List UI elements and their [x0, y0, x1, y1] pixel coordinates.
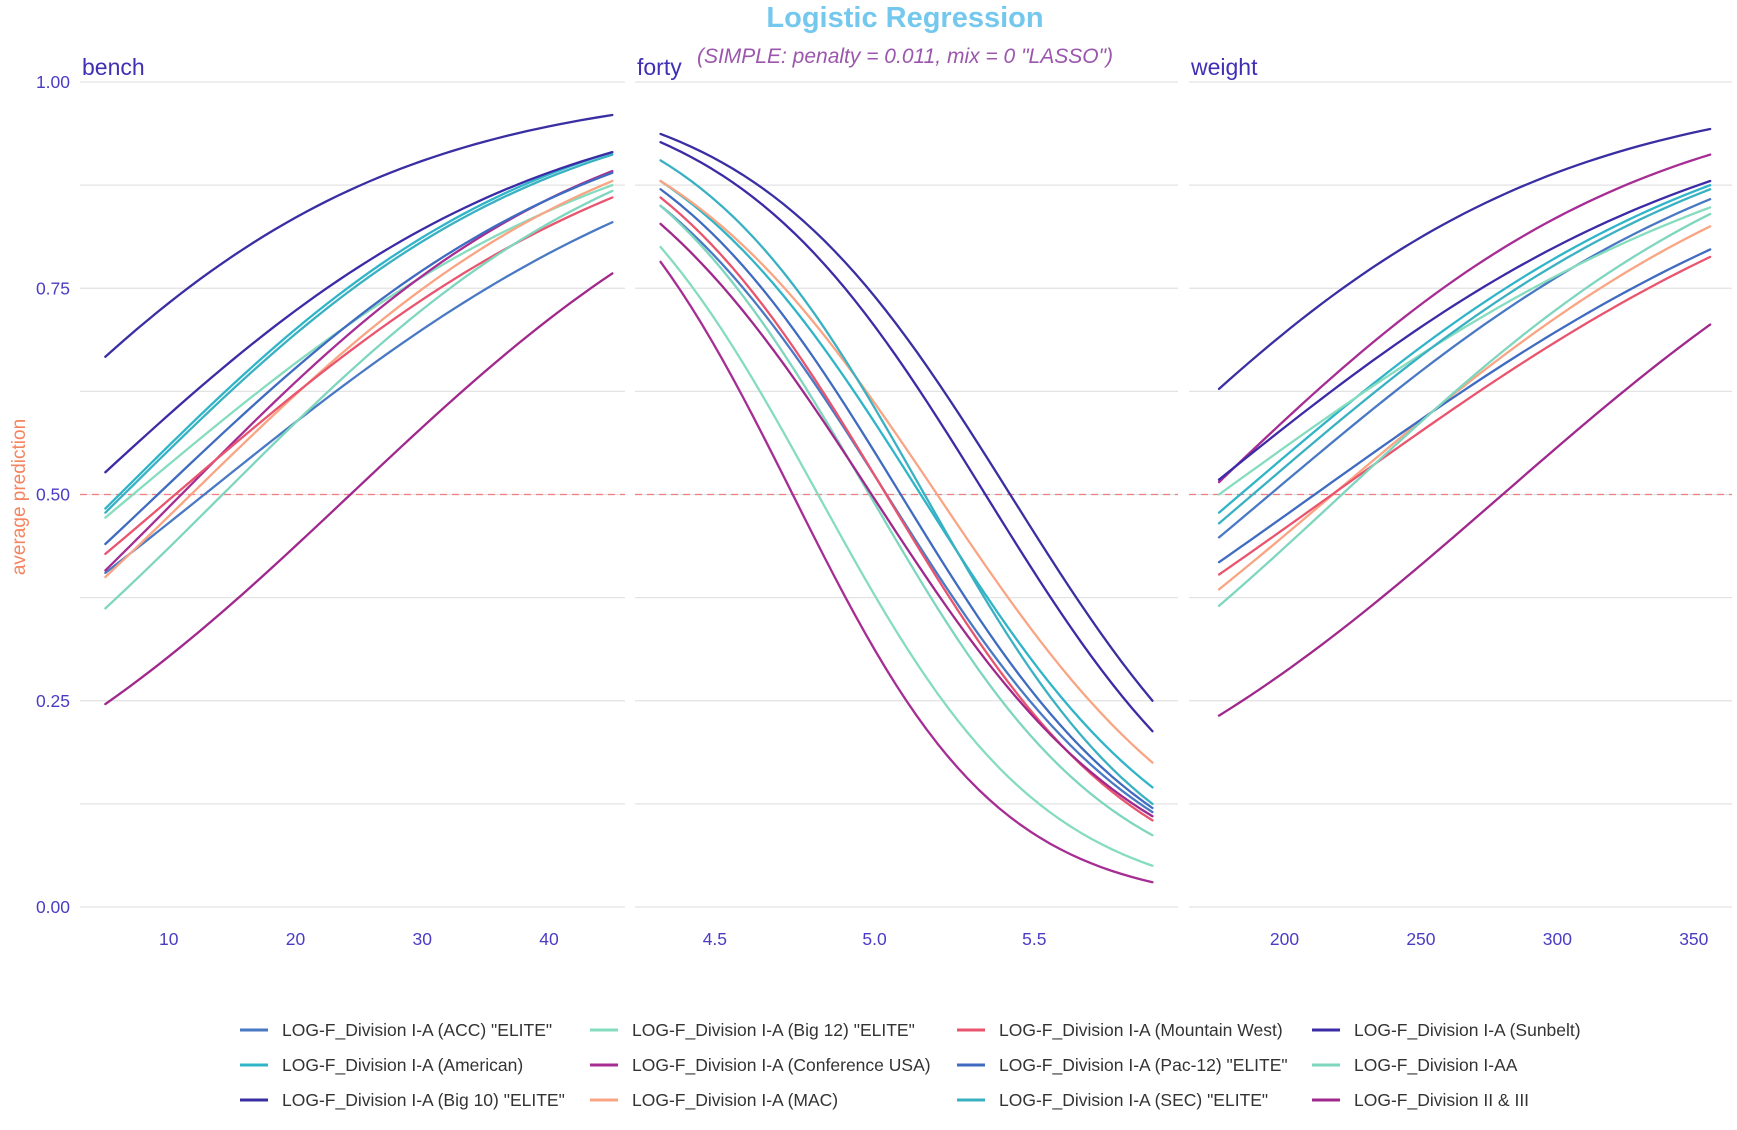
legend-label: LOG-F_Division I-A (Big 10) "ELITE" — [282, 1090, 565, 1111]
x-tick-label: 5.5 — [1022, 929, 1046, 949]
x-tick-label: 30 — [412, 929, 432, 949]
line-forty-log-f-division-i-a-conference-usa — [659, 260, 1154, 884]
legend-item-log-f-division-i-a-acc-elite: LOG-F_Division I-A (ACC) "ELITE" — [240, 1020, 552, 1041]
legend-label: LOG-F_Division I-A (Pac-12) "ELITE" — [999, 1055, 1288, 1076]
line-weight-log-f-division-i-a-acc-elite — [1217, 198, 1712, 539]
y-tick-label: 0.25 — [36, 691, 70, 711]
line-weight-log-f-division-ii-iii — [1217, 323, 1712, 717]
line-forty-log-f-division-i-a-acc-elite — [659, 204, 1154, 814]
legend-label: LOG-F_Division I-A (Big 12) "ELITE" — [632, 1020, 915, 1041]
line-weight-log-f-division-i-a-sec-elite — [1217, 188, 1712, 525]
y-tick-label: 0.50 — [36, 485, 70, 505]
line-forty-log-f-division-i-a-big-12-elite — [659, 245, 1154, 867]
legend-item-log-f-division-i-a-sunbelt: LOG-F_Division I-A (Sunbelt) — [1312, 1020, 1581, 1041]
line-bench-log-f-division-i-a-big-12-elite — [104, 183, 614, 519]
legend-item-log-f-division-ii-iii: LOG-F_Division II & III — [1312, 1090, 1529, 1111]
legend-item-log-f-division-i-a-american: LOG-F_Division I-A (American) — [240, 1055, 523, 1076]
legend-item-log-f-division-i-a-sec-elite: LOG-F_Division I-A (SEC) "ELITE" — [957, 1090, 1268, 1111]
legend-item-log-f-division-i-a-mountain-west: LOG-F_Division I-A (Mountain West) — [957, 1020, 1283, 1041]
facet-label-forty: forty — [637, 54, 682, 80]
legend-label: LOG-F_Division I-A (Conference USA) — [632, 1055, 931, 1076]
line-weight-log-f-division-i-a-big-10-elite — [1217, 127, 1712, 391]
line-forty-log-f-division-i-a-mountain-west — [659, 196, 1154, 822]
x-tick-label: 250 — [1406, 929, 1435, 949]
line-bench-log-f-division-i-a-mac — [104, 179, 614, 579]
x-tick-label: 40 — [539, 929, 559, 949]
x-tick-label: 4.5 — [703, 929, 727, 949]
line-forty-log-f-division-i-a-big-10-elite — [659, 132, 1154, 702]
y-tick-label: 1.00 — [36, 72, 70, 92]
legend-label: LOG-F_Division I-A (Mountain West) — [999, 1020, 1283, 1041]
panel-weight: weight 200 250 300 350 — [1189, 54, 1732, 949]
legend: LOG-F_Division I-A (ACC) "ELITE" LOG-F_Di… — [240, 1020, 1581, 1111]
line-forty-log-f-division-i-a-sunbelt — [659, 141, 1154, 733]
line-weight-log-f-division-i-a-pac-12-elite — [1217, 248, 1712, 564]
line-bench-log-f-division-i-a-sunbelt — [104, 150, 614, 474]
legend-item-log-f-division-i-aa: LOG-F_Division I-AA — [1312, 1055, 1518, 1076]
line-forty-log-f-division-i-a-sec-elite — [659, 159, 1154, 806]
chart-subtitle: (SIMPLE: penalty = 0.011, mix = 0 "LASSO… — [697, 45, 1113, 68]
x-tick-label: 20 — [286, 929, 306, 949]
line-weight-log-f-division-i-aa — [1217, 212, 1712, 608]
legend-item-log-f-division-i-a-mac: LOG-F_Division I-A (MAC) — [590, 1090, 838, 1111]
line-forty-log-f-division-i-a-mac — [659, 179, 1154, 764]
panel-forty: forty 4.5 5.0 5.5 — [635, 54, 1178, 949]
y-tick-label: 0.00 — [36, 897, 70, 917]
x-tick-label: 200 — [1270, 929, 1299, 949]
legend-label: LOG-F_Division I-AA — [1354, 1055, 1518, 1076]
legend-label: LOG-F_Division I-A (MAC) — [632, 1090, 838, 1111]
line-bench-log-f-division-i-a-big-10-elite — [104, 113, 614, 358]
line-forty-log-f-division-i-a-american — [659, 179, 1154, 789]
legend-label: LOG-F_Division I-A (ACC) "ELITE" — [282, 1020, 552, 1041]
x-tick-label: 300 — [1543, 929, 1572, 949]
x-tick-label: 350 — [1679, 929, 1708, 949]
legend-item-log-f-division-i-a-pac-12-elite: LOG-F_Division I-A (Pac-12) "ELITE" — [957, 1055, 1288, 1076]
x-tick-label: 5.0 — [862, 929, 887, 949]
facet-panels: bench 10 20 30 40 forty 4.5 5.0 5.5 weight 200 250 3… — [80, 54, 1732, 949]
legend-label: LOG-F_Division I-A (SEC) "ELITE" — [999, 1090, 1268, 1111]
line-weight-log-f-division-i-a-mac — [1217, 225, 1712, 591]
legend-item-log-f-division-i-a-big-12-elite: LOG-F_Division I-A (Big 12) "ELITE" — [590, 1020, 915, 1041]
line-weight-log-f-division-i-a-sunbelt — [1217, 179, 1712, 481]
legend-label: LOG-F_Division I-A (American) — [282, 1055, 523, 1076]
legend-label: LOG-F_Division II & III — [1354, 1090, 1529, 1111]
line-bench-log-f-division-i-a-pac-12-elite — [104, 171, 614, 546]
line-bench-log-f-division-i-a-acc-elite — [104, 221, 614, 575]
line-forty-log-f-division-i-a-pac-12-elite — [659, 188, 1154, 810]
y-axis-ticks: 0.00 0.25 0.50 0.75 1.00 — [36, 72, 70, 917]
line-weight-log-f-division-i-a-conference-usa — [1217, 153, 1712, 484]
line-weight-log-f-division-i-a-big-12-elite — [1217, 206, 1712, 496]
legend-item-log-f-division-i-a-big-10-elite: LOG-F_Division I-A (Big 10) "ELITE" — [240, 1090, 565, 1111]
legend-item-log-f-division-i-a-conference-usa: LOG-F_Division I-A (Conference USA) — [590, 1055, 931, 1076]
line-bench-log-f-division-i-a-mountain-west — [104, 196, 614, 556]
line-bench-log-f-division-i-aa — [104, 189, 614, 610]
line-weight-log-f-division-i-a-mountain-west — [1217, 255, 1712, 576]
x-tick-label: 10 — [159, 929, 179, 949]
chart-title: Logistic Regression — [766, 2, 1043, 34]
line-bench-log-f-division-i-a-american — [104, 150, 614, 510]
line-forty-log-f-division-ii-iii — [659, 222, 1154, 818]
line-bench-log-f-division-ii-iii — [104, 272, 614, 706]
line-forty-log-f-division-i-aa — [659, 204, 1154, 837]
facet-label-bench: bench — [82, 54, 145, 80]
y-tick-label: 0.75 — [36, 278, 70, 298]
line-bench-log-f-division-i-a-sec-elite — [104, 153, 614, 514]
panel-bench: bench 10 20 30 40 — [80, 54, 625, 949]
legend-label: LOG-F_Division I-A (Sunbelt) — [1354, 1020, 1581, 1041]
y-axis-label: average prediction — [9, 419, 30, 575]
line-weight-log-f-division-i-a-american — [1217, 183, 1712, 514]
facet-label-weight: weight — [1190, 54, 1258, 80]
